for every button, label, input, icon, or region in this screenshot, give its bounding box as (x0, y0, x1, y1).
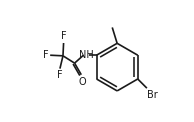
Text: F: F (43, 50, 48, 60)
Text: NH: NH (79, 50, 94, 60)
Text: F: F (61, 31, 66, 41)
Text: F: F (57, 70, 63, 80)
Text: O: O (78, 77, 86, 87)
Text: Br: Br (147, 90, 158, 100)
